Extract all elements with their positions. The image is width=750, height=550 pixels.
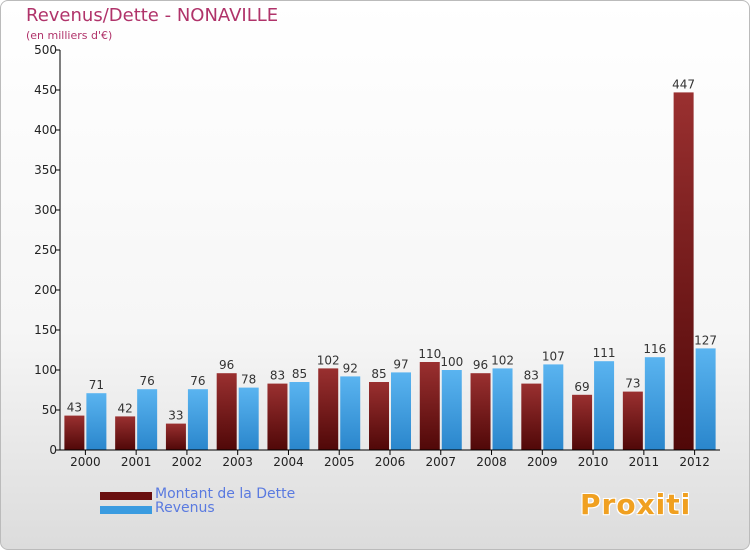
bar-label-revenue-2001: 76 [140, 374, 155, 388]
chart-subtitle: (en milliers d'€) [26, 29, 113, 42]
bar-revenue-2010 [594, 361, 615, 450]
bar-label-debt-2000: 43 [67, 401, 82, 415]
bar-label-debt-2005: 102 [317, 353, 340, 367]
y-tick-label: 400 [34, 123, 57, 137]
bar-revenue-2001 [137, 389, 158, 450]
bar-debt-2011 [622, 391, 643, 450]
bar-label-revenue-2011: 116 [643, 342, 666, 356]
bar-label-revenue-2012: 127 [694, 333, 717, 347]
x-tick-label: 2005 [324, 455, 355, 469]
bar-revenue-2012 [695, 348, 716, 450]
x-tick-label: 2002 [172, 455, 203, 469]
bar-debt-2007 [419, 362, 440, 450]
bar-debt-2010 [572, 394, 593, 450]
bar-label-debt-2010: 69 [574, 380, 589, 394]
bar-revenue-2009 [543, 364, 564, 450]
x-tick-label: 2010 [578, 455, 609, 469]
x-tick-label: 2004 [273, 455, 304, 469]
bar-label-debt-2007: 110 [418, 347, 441, 361]
bar-label-revenue-2009: 107 [542, 349, 565, 363]
y-tick-label: 150 [34, 323, 57, 337]
x-tick-label: 2011 [629, 455, 660, 469]
legend-label-revenue: Revenus [155, 500, 215, 516]
bar-label-debt-2004: 83 [270, 369, 285, 383]
bar-label-revenue-2010: 111 [593, 346, 616, 360]
chart-title: Revenus/Dette - NONAVILLE [26, 5, 279, 26]
x-tick-label: 2012 [679, 455, 710, 469]
bar-label-revenue-2002: 76 [190, 374, 205, 388]
bar-debt-2008 [470, 373, 491, 450]
bar-debt-2012 [673, 92, 694, 451]
y-tick-label: 300 [34, 203, 57, 217]
x-tick-label: 2008 [476, 455, 507, 469]
legend-swatch-debt [100, 492, 152, 500]
bar-label-debt-2006: 85 [371, 367, 386, 381]
bar-label-debt-2001: 42 [118, 401, 133, 415]
bar-label-debt-2003: 96 [219, 358, 234, 372]
bar-label-revenue-2003: 78 [241, 373, 256, 387]
bar-revenue-2004 [289, 382, 310, 450]
bar-revenue-2000 [86, 393, 107, 450]
bar-label-revenue-2006: 97 [393, 357, 408, 371]
y-tick-label: 0 [49, 443, 57, 457]
bar-label-revenue-2000: 71 [89, 378, 104, 392]
bar-label-debt-2008: 96 [473, 358, 488, 372]
y-tick-label: 250 [34, 243, 57, 257]
y-tick-label: 350 [34, 163, 57, 177]
bar-debt-2002 [165, 423, 186, 450]
legend-label-debt: Montant de la Dette [155, 486, 296, 502]
bar-revenue-2008 [492, 368, 513, 450]
bar-label-debt-2009: 83 [524, 369, 539, 383]
x-tick-label: 2006 [375, 455, 406, 469]
y-tick-label: 100 [34, 363, 57, 377]
x-tick-label: 2001 [121, 455, 152, 469]
x-tick-label: 2009 [527, 455, 558, 469]
bar-label-revenue-2004: 85 [292, 367, 307, 381]
x-tick-label: 2007 [425, 455, 456, 469]
proxiti-logo: Proxiti [580, 488, 692, 521]
bar-label-debt-2012: 447 [672, 77, 695, 91]
bar-label-revenue-2005: 92 [343, 361, 358, 375]
bar-debt-2000 [64, 415, 85, 450]
x-tick-label: 2000 [70, 455, 101, 469]
bar-revenue-2002 [187, 389, 208, 450]
bar-label-debt-2011: 73 [625, 377, 640, 391]
x-tick-label: 2003 [222, 455, 253, 469]
bar-debt-2006 [369, 382, 389, 450]
legend-swatch-revenue [100, 506, 152, 514]
y-tick-label: 450 [34, 83, 57, 97]
y-tick-label: 500 [34, 43, 57, 57]
bar-label-debt-2002: 33 [168, 409, 183, 423]
bar-revenue-2007 [441, 370, 462, 450]
bar-debt-2009 [521, 383, 542, 450]
bar-label-revenue-2007: 100 [440, 355, 463, 369]
bar-debt-2001 [115, 416, 136, 450]
y-tick-label: 50 [42, 403, 57, 417]
bar-label-revenue-2008: 102 [491, 353, 514, 367]
bar-debt-2004 [267, 383, 288, 450]
y-tick-label: 200 [34, 283, 57, 297]
bar-debt-2003 [216, 373, 237, 450]
bar-revenue-2005 [340, 376, 361, 450]
bar-revenue-2003 [238, 387, 259, 450]
bar-revenue-2011 [644, 357, 665, 450]
bar-debt-2005 [318, 368, 339, 450]
bar-revenue-2006 [391, 372, 411, 450]
